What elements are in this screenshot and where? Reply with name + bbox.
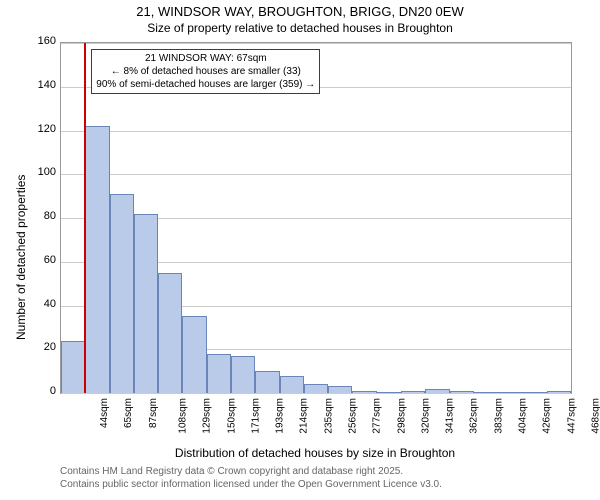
x-tick-label: 320sqm xyxy=(420,398,431,434)
y-tick-label: 100 xyxy=(26,166,56,178)
x-tick-label: 341sqm xyxy=(445,398,456,434)
histogram-bar xyxy=(207,354,231,393)
x-tick-label: 171sqm xyxy=(250,398,261,434)
histogram-bar xyxy=(522,392,546,393)
x-tick-label: 404sqm xyxy=(518,398,529,434)
y-tick-label: 0 xyxy=(26,385,56,397)
y-tick-label: 60 xyxy=(26,254,56,266)
footer-line-1: Contains HM Land Registry data © Crown c… xyxy=(60,466,403,477)
property-marker-line xyxy=(84,43,86,393)
annotation-box: 21 WINDSOR WAY: 67sqm← 8% of detached ho… xyxy=(91,49,320,94)
histogram-bar xyxy=(280,376,304,394)
histogram-bar xyxy=(377,392,401,393)
x-tick-label: 468sqm xyxy=(590,398,600,434)
annotation-line: ← 8% of detached houses are smaller (33) xyxy=(96,65,315,78)
histogram-bar xyxy=(158,273,182,393)
histogram-bar xyxy=(450,391,474,393)
histogram-bar xyxy=(425,389,449,393)
gridline xyxy=(61,174,571,175)
chart-subtitle: Size of property relative to detached ho… xyxy=(0,21,600,35)
chart-title: 21, WINDSOR WAY, BROUGHTON, BRIGG, DN20 … xyxy=(0,4,600,19)
histogram-bar xyxy=(110,194,134,393)
histogram-bar xyxy=(231,356,255,393)
x-tick-label: 193sqm xyxy=(275,398,286,434)
x-tick-label: 65sqm xyxy=(123,398,134,428)
gridline xyxy=(61,131,571,132)
histogram-bar xyxy=(182,316,206,393)
histogram-bar xyxy=(61,341,85,394)
x-tick-label: 256sqm xyxy=(348,398,359,434)
y-tick-label: 20 xyxy=(26,341,56,353)
x-tick-label: 362sqm xyxy=(469,398,480,434)
y-tick-label: 40 xyxy=(26,298,56,310)
x-tick-label: 447sqm xyxy=(566,398,577,434)
chart-container: 21, WINDSOR WAY, BROUGHTON, BRIGG, DN20 … xyxy=(0,0,600,500)
histogram-bar xyxy=(304,384,328,393)
annotation-line: 21 WINDSOR WAY: 67sqm xyxy=(96,52,315,65)
y-tick-label: 160 xyxy=(26,35,56,47)
x-tick-label: 277sqm xyxy=(372,398,383,434)
histogram-bar xyxy=(85,126,109,393)
histogram-bar xyxy=(255,371,279,393)
y-tick-label: 140 xyxy=(26,79,56,91)
annotation-line: 90% of semi-detached houses are larger (… xyxy=(96,78,315,91)
gridline xyxy=(61,43,571,44)
x-tick-label: 214sqm xyxy=(299,398,310,434)
y-tick-label: 120 xyxy=(26,123,56,135)
gridline xyxy=(61,393,571,394)
x-tick-label: 129sqm xyxy=(202,398,213,434)
x-tick-label: 298sqm xyxy=(396,398,407,434)
x-tick-label: 150sqm xyxy=(226,398,237,434)
histogram-bar xyxy=(328,386,352,393)
x-tick-label: 426sqm xyxy=(542,398,553,434)
histogram-bar xyxy=(352,391,376,393)
histogram-bar xyxy=(498,392,522,393)
x-tick-label: 108sqm xyxy=(178,398,189,434)
histogram-bar xyxy=(474,392,498,393)
x-axis-label: Distribution of detached houses by size … xyxy=(60,446,570,460)
x-tick-label: 87sqm xyxy=(148,398,159,428)
x-tick-label: 235sqm xyxy=(323,398,334,434)
x-tick-label: 44sqm xyxy=(99,398,110,428)
plot-area: 21 WINDSOR WAY: 67sqm← 8% of detached ho… xyxy=(60,42,572,394)
histogram-bar xyxy=(401,391,425,393)
x-tick-label: 383sqm xyxy=(493,398,504,434)
y-tick-label: 80 xyxy=(26,210,56,222)
footer-line-2: Contains public sector information licen… xyxy=(60,479,442,490)
histogram-bar xyxy=(134,214,158,393)
histogram-bar xyxy=(547,391,571,393)
